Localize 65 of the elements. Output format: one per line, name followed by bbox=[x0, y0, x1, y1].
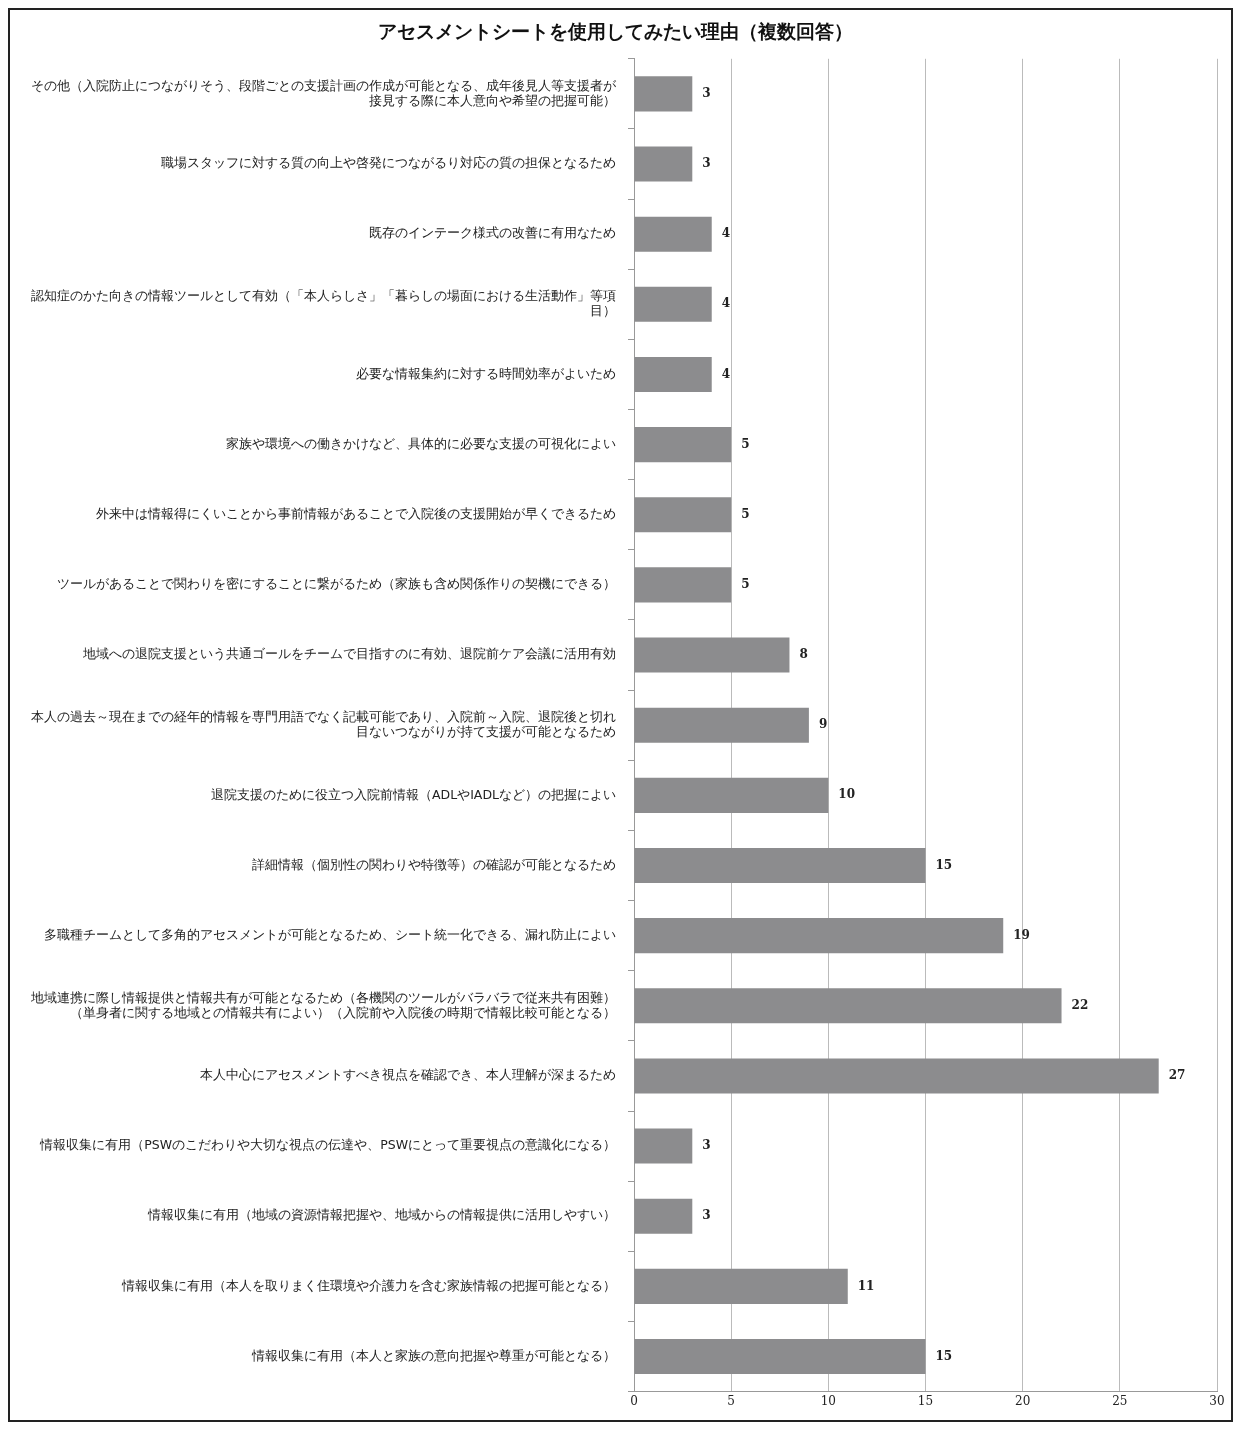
x-tick-label: 10 bbox=[820, 1393, 836, 1408]
data-label: 3 bbox=[702, 86, 711, 100]
y-tick-label: 情報収集に有用（本人を取りまく住環境や介護力を含む家族情報の把握可能となる） bbox=[121, 1277, 616, 1293]
y-tick-label: 情報収集に有用（PSWのこだわりや大切な視点の伝達や、PSWにとって重要視点の意識化になる） bbox=[39, 1137, 616, 1153]
bar bbox=[634, 427, 732, 463]
y-tick-label: 退院支援のために役立つ入院前情報（ADLやIADLなど）の把握によい bbox=[211, 786, 616, 802]
bar bbox=[634, 356, 712, 392]
data-label: 4 bbox=[721, 226, 731, 241]
data-label: 10 bbox=[838, 787, 856, 802]
data-label: 22 bbox=[1071, 997, 1089, 1012]
y-tick-label: その他（入院防止につながりそう、段階ごとの支援計画の作成が可能となる、成年後見人等支援者が接見する際に本人意向や希望の把握可能） bbox=[31, 77, 617, 108]
bar bbox=[634, 988, 1062, 1024]
bar bbox=[634, 1058, 1159, 1094]
y-tick-label: 地域連携に際し情報提供と情報共有が可能となるため（各機関のツールがバラバラで従来共有困難）（単身者に関する地域との情報共有によい）（入院前や入院後の時期で情報比較可能となる） bbox=[30, 989, 616, 1020]
data-label: 4 bbox=[721, 296, 731, 311]
bar bbox=[634, 497, 732, 533]
data-label: 11 bbox=[857, 1278, 875, 1293]
data-label: 15 bbox=[935, 1348, 953, 1363]
y-tick-label: 外来中は情報得にくいことから事前情報があることで入院後の支援開始が早くできるため bbox=[96, 506, 616, 522]
y-tick-label: 情報収集に有用（本人と家族の意向把握や尊重が可能となる） bbox=[251, 1347, 616, 1363]
data-label: 3 bbox=[702, 156, 711, 171]
y-tick-label: 本人の過去～現在までの経年的情報を専門用語でなく記載可能であり、入院前～入院、退院後と切れ目ないつながりが持て支援が可能となるため bbox=[31, 708, 616, 739]
bar bbox=[634, 847, 926, 884]
bar bbox=[634, 146, 693, 182]
data-label: 5 bbox=[741, 577, 750, 592]
bar bbox=[634, 637, 790, 673]
x-tick-label: 25 bbox=[1112, 1393, 1128, 1408]
x-tick-label: 0 bbox=[630, 1393, 638, 1408]
y-tick-label: 必要な情報集約に対する時間効率がよいため bbox=[356, 365, 616, 381]
data-label: 8 bbox=[799, 647, 808, 662]
y-tick-label: ツールがあることで関わりを密にすることに繋がるため（家族も含め関係作りの契機にできる） bbox=[57, 576, 616, 592]
x-tick-label: 15 bbox=[917, 1393, 934, 1408]
data-label: 3 bbox=[702, 1138, 711, 1153]
y-tick-label: 職場スタッフに対する質の向上や啓発につながるり対応の質の担保となるため bbox=[161, 155, 616, 171]
bar bbox=[634, 707, 809, 743]
x-tick-label: 20 bbox=[1015, 1393, 1031, 1408]
data-label: 9 bbox=[818, 717, 828, 732]
data-label: 4 bbox=[721, 366, 731, 381]
bar bbox=[634, 1198, 693, 1234]
data-label: 5 bbox=[741, 506, 750, 521]
y-tick-label: 家族や環境への働きかけなど、具体的に必要な支援の可視化によい bbox=[226, 435, 616, 451]
bar bbox=[634, 1268, 848, 1304]
y-tick-label: 多職種チームとして多角的アセスメントが可能となるため、シート統一化できる、漏れ防止によい bbox=[44, 926, 616, 942]
bar bbox=[634, 567, 732, 603]
bar bbox=[634, 1338, 926, 1375]
data-label: 3 bbox=[702, 1208, 711, 1223]
data-label: 19 bbox=[1013, 927, 1030, 942]
data-label: 27 bbox=[1168, 1068, 1186, 1083]
y-tick-label: 地域への退院支援という共通ゴールをチームで目指すのに有効、退院前ケア会議に活用有効 bbox=[82, 646, 616, 662]
y-tick-label: 情報収集に有用（地域の資源情報把握や、地域からの情報提供に活用しやすい） bbox=[147, 1207, 616, 1223]
bar bbox=[634, 1128, 693, 1164]
bar bbox=[634, 777, 829, 813]
bar bbox=[634, 918, 1004, 954]
y-tick-label: 既存のインテーク様式の改善に有用なため bbox=[369, 225, 616, 241]
bar bbox=[634, 286, 712, 322]
data-label: 15 bbox=[935, 857, 953, 872]
y-tick-label: 本人中心にアセスメントすべき視点を確認でき、本人理解が深まるため bbox=[200, 1067, 616, 1083]
bar bbox=[634, 76, 693, 112]
y-tick-label: 認知症のかた向きの情報ツールとして有効（「本人らしさ」「暮らしの場面における生活動作」等項目） bbox=[31, 288, 616, 319]
y-tick-label: 詳細情報（個別性の関わりや特徴等）の確認が可能となるため bbox=[252, 856, 616, 872]
x-tick-label: 5 bbox=[727, 1393, 735, 1408]
x-tick-label: 30 bbox=[1209, 1393, 1225, 1408]
bar bbox=[634, 216, 712, 252]
chart-title: アセスメントシートを使用してみたい理由（複数回答） bbox=[378, 20, 853, 43]
data-label: 5 bbox=[741, 436, 750, 451]
